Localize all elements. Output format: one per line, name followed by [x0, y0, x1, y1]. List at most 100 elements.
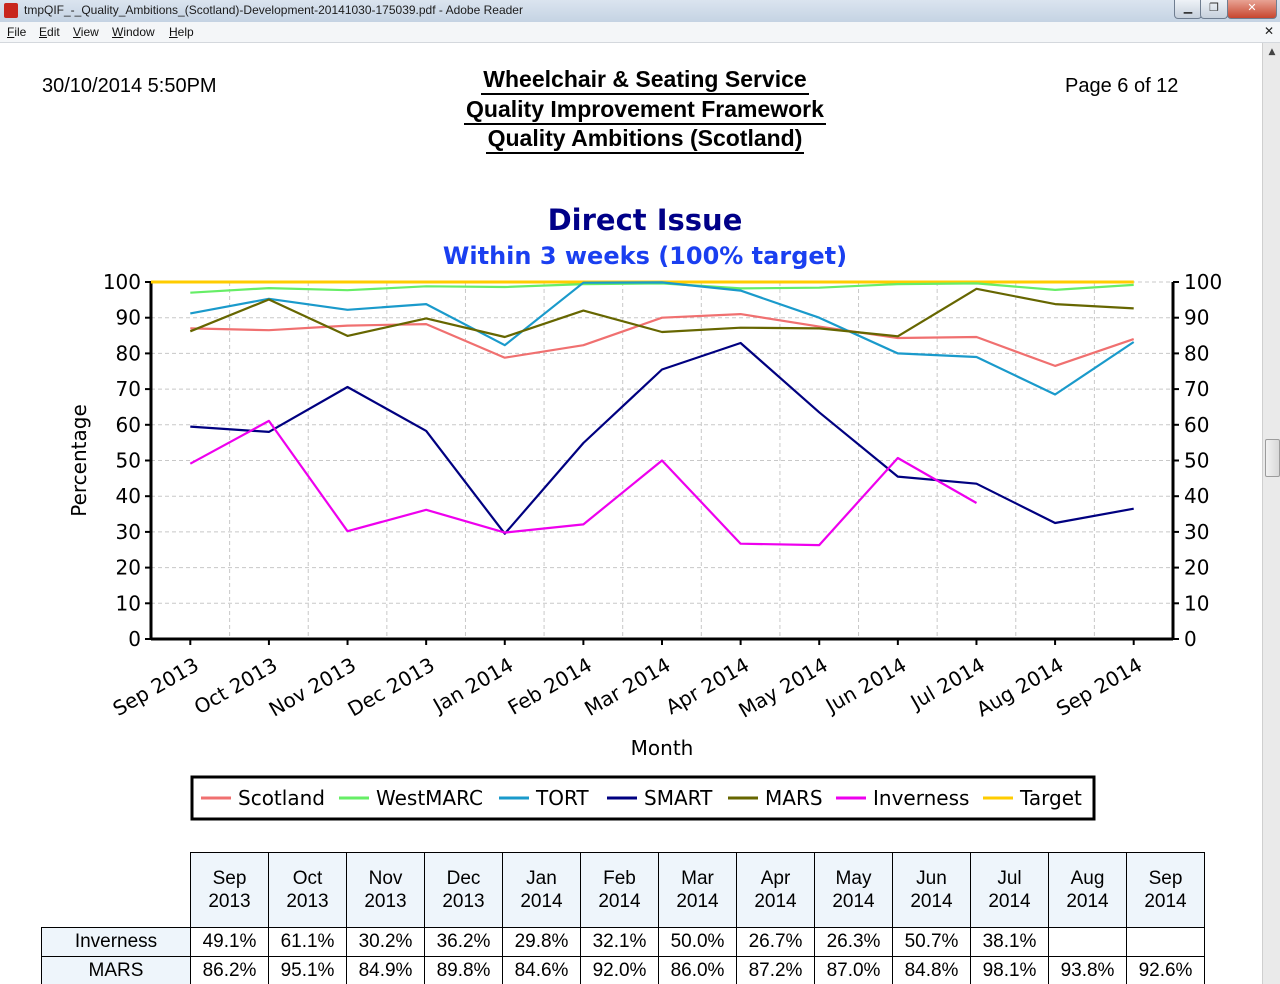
x-tick-label: Dec 2013: [344, 653, 439, 722]
table-cell: [1048, 927, 1127, 957]
adobe-reader-icon: [4, 3, 18, 18]
table-row-label: MARS: [41, 956, 191, 984]
table-month-header: Mar 2014: [658, 852, 737, 928]
menu-file[interactable]: File: [7, 25, 27, 39]
y-tick-label-left: 40: [116, 484, 141, 508]
table-cell: 30.2%: [346, 927, 425, 957]
x-tick-label: Sep 2013: [109, 653, 203, 721]
table-cell: 36.2%: [424, 927, 503, 957]
y-tick-label-right: 60: [1184, 413, 1209, 437]
scroll-up-arrow-icon[interactable]: ▲: [1268, 47, 1276, 57]
table-cell: 98.1%: [970, 956, 1049, 984]
legend-label-inverness: Inverness: [873, 786, 969, 810]
window-title: tmpQIF_-_Quality_Ambitions_(Scotland)-De…: [24, 3, 523, 17]
y-tick-label-right: 20: [1184, 556, 1209, 580]
report-title-line-3: Quality Ambitions (Scotland): [300, 125, 990, 154]
table-cell: 50.7%: [892, 927, 971, 957]
table-month-header: Apr 2014: [736, 852, 815, 928]
scroll-thumb[interactable]: [1265, 439, 1280, 477]
table-corner: [42, 853, 191, 928]
vertical-scrollbar[interactable]: ▲: [1262, 43, 1280, 984]
table-cell: 92.6%: [1126, 956, 1205, 984]
y-tick-label-right: 50: [1184, 449, 1209, 473]
y-tick-label-left: 30: [116, 520, 141, 544]
table-month-header: Sep 2014: [1126, 852, 1205, 928]
table-row: Inverness 49.1% 61.1% 30.2% 36.2% 29.8% 32.1% 5…: [41, 927, 1205, 957]
series-line-scotland: [190, 313, 1135, 367]
table-month-header: Jan 2014: [502, 852, 581, 928]
menu-view[interactable]: View: [73, 25, 99, 39]
minimize-button[interactable]: ▁: [1174, 0, 1202, 19]
x-tick-label: Sep 2014: [1052, 653, 1146, 721]
menu-edit[interactable]: Edit: [39, 25, 60, 39]
table-cell: 84.6%: [502, 956, 581, 984]
table-row: MARS 86.2% 95.1% 84.9% 89.8% 84.6% 92.0% 86.0% 8…: [41, 956, 1205, 984]
table-cell: [1126, 927, 1205, 957]
table-cell: 32.1%: [580, 927, 659, 957]
table-cell: 95.1%: [268, 956, 347, 984]
x-tick-label: May 2014: [734, 653, 831, 723]
report-title-line-2: Quality Improvement Framework: [300, 96, 990, 125]
y-tick-label-right: 80: [1184, 341, 1209, 365]
table-cell: 49.1%: [190, 927, 269, 957]
table-cell: 50.0%: [658, 927, 737, 957]
menu-window[interactable]: Window: [112, 25, 155, 39]
legend-label-westmarc: WestMARC: [376, 786, 483, 810]
y-tick-label-left: 20: [116, 556, 141, 580]
report-title-line-1: Wheelchair & Seating Service: [300, 66, 990, 95]
legend-label-mars: MARS: [765, 786, 823, 810]
chart-subtitle: Within 3 weeks (100% target): [442, 242, 848, 270]
table-cell: 84.8%: [892, 956, 971, 984]
x-axis-title: Month: [631, 736, 694, 760]
close-document-icon[interactable]: ✕: [1263, 24, 1275, 38]
x-tick-label: Feb 2014: [504, 653, 596, 720]
table-cell: 61.1%: [268, 927, 347, 957]
table-cell: 29.8%: [502, 927, 581, 957]
table-month-header: Aug 2014: [1048, 852, 1127, 928]
window-titlebar: tmpQIF_-_Quality_Ambitions_(Scotland)-De…: [0, 0, 1280, 23]
y-tick-label-right: 70: [1184, 377, 1209, 401]
legend-label-target: Target: [1019, 786, 1082, 810]
menu-help[interactable]: Help: [169, 25, 194, 39]
y-tick-label-left: 10: [116, 591, 141, 615]
x-tick-label: Oct 2013: [190, 653, 282, 720]
table-month-header: Oct 2013: [268, 852, 347, 928]
table-cell: 87.2%: [736, 956, 815, 984]
y-tick-label-right: 0: [1184, 627, 1197, 651]
close-button[interactable]: ✕: [1227, 0, 1277, 19]
table-cell: 84.9%: [346, 956, 425, 984]
table-month-header: Feb 2014: [580, 852, 659, 928]
y-tick-label-left: 100: [103, 270, 141, 294]
y-tick-label-left: 0: [128, 627, 141, 651]
series-line-inverness: [189, 419, 978, 547]
table-cell: 26.7%: [736, 927, 815, 957]
y-tick-label-right: 100: [1184, 270, 1222, 294]
table-cell: 93.8%: [1048, 956, 1127, 984]
menubar: File Edit View Window Help: [0, 22, 1280, 43]
table-cell: 86.2%: [190, 956, 269, 984]
report-datetime: 30/10/2014 5:50PM: [42, 75, 217, 97]
table-cell: 87.0%: [814, 956, 893, 984]
table-header-row: Sep 2013 Oct 2013 Nov 2013 Dec 2013 Jan 2014 Feb 20…: [42, 852, 1205, 928]
x-tick-label: Jan 2014: [427, 653, 517, 719]
table-month-header: May 2014: [814, 852, 893, 928]
y-tick-label-left: 80: [116, 341, 141, 365]
y-tick-label-left: 50: [116, 449, 141, 473]
chart-title: Direct Issue: [547, 203, 743, 237]
y-tick-label-left: 60: [116, 413, 141, 437]
table-cell: 92.0%: [580, 956, 659, 984]
maximize-button[interactable]: ❐: [1200, 0, 1228, 19]
y-tick-label-left: 90: [116, 306, 141, 330]
series-line-mars: [189, 287, 1134, 339]
table-cell: 26.3%: [814, 927, 893, 957]
legend-label-scotland: Scotland: [238, 786, 325, 810]
x-tick-label: Mar 2014: [580, 653, 674, 721]
legend-label-tort: TORT: [535, 786, 589, 810]
y-tick-label-right: 90: [1184, 306, 1209, 330]
page-number: Page 6 of 12: [1065, 75, 1179, 97]
table-cell: 86.0%: [658, 956, 737, 984]
table-cell: 38.1%: [970, 927, 1049, 957]
direct-issue-chart: 0 0 10 10 20 20 30 30 40 40 50 50 60 60 70 70 80 80 90 90 10…: [67, 270, 1222, 821]
table-month-header: Sep 2013: [190, 852, 269, 928]
table-month-header: Jul 2014: [970, 852, 1049, 928]
